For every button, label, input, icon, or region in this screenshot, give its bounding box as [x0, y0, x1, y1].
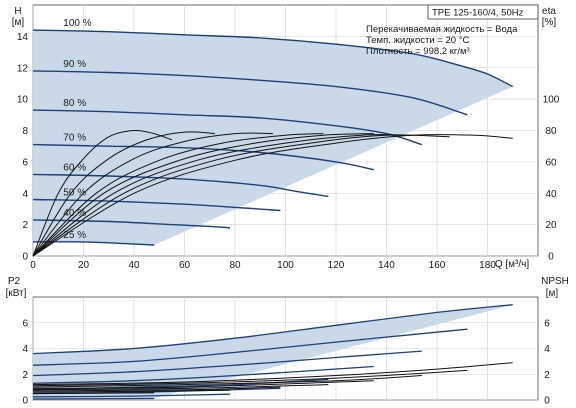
npsh-curve — [32, 375, 422, 388]
power-curve — [32, 328, 468, 366]
eta-axis-ticks: 0 20 40 60 80 100 — [543, 95, 560, 263]
power-operating-area — [33, 304, 513, 399]
npsh-curve — [32, 369, 468, 387]
npsh-axis-ticks: 0 2 4 6 — [544, 318, 550, 406]
flow-tick-label: 160 — [429, 260, 446, 271]
efficiency-curve — [32, 134, 450, 257]
npsh-tick-label: 2 — [544, 370, 550, 381]
npsh-curve — [32, 389, 231, 393]
efficiency-curve — [32, 133, 513, 257]
head-axis-unit: [м] — [12, 17, 25, 28]
title-box — [427, 4, 539, 20]
efficiency-curves — [32, 129, 513, 257]
npsh-curve — [32, 362, 513, 386]
eta-tick-label: 100 — [543, 95, 560, 106]
head-curve — [32, 109, 423, 146]
flow-tick-label: 120 — [328, 260, 345, 271]
head-curve — [32, 70, 468, 116]
efficiency-curve — [32, 133, 374, 257]
head-curve — [32, 198, 281, 212]
speed-label: 40 % — [63, 208, 86, 219]
npsh-curve — [32, 384, 329, 391]
power-curve — [32, 393, 231, 398]
speed-label: 100 % — [63, 18, 91, 29]
speed-label: 90 % — [63, 59, 86, 70]
flow-tick-label: 40 — [128, 260, 140, 271]
flow-tick-label: 140 — [378, 260, 395, 271]
power-curve — [32, 365, 374, 384]
chart-title: TPE 125-160/4, 50Hz — [432, 8, 524, 19]
npsh-curve — [32, 392, 155, 395]
eta-tick-label: 80 — [545, 126, 557, 137]
head-curve — [32, 219, 231, 229]
npsh-curves — [32, 362, 513, 395]
efficiency-curve — [32, 131, 215, 257]
flow-tick-label: 0 — [30, 260, 36, 271]
head-tick-label: 8 — [22, 126, 28, 137]
npsh-axis-unit: [м] — [546, 288, 559, 299]
npsh-tick-label: 4 — [544, 344, 550, 355]
head-tick-label: 4 — [22, 189, 28, 200]
eta-axis-label: eta — [542, 6, 556, 17]
head-axis-label: H — [14, 6, 21, 17]
efficiency-curve — [32, 132, 273, 257]
flow-tick-label: 80 — [229, 260, 241, 271]
head-tick-label: 6 — [22, 157, 28, 168]
speed-label: 70 % — [63, 133, 86, 144]
fluid-annotation: Перекачиваемая жидкость = Вода — [366, 24, 518, 35]
flow-tick-label: 20 — [78, 260, 90, 271]
head-tick-label: 10 — [17, 95, 29, 106]
head-tick-label: 12 — [17, 63, 29, 74]
density-annotation: Плотность = 998.2 кг/м³ — [366, 46, 470, 57]
head-curve — [32, 143, 375, 171]
head-tick-label: 2 — [22, 220, 28, 231]
head-axis-ticks: 0 2 4 6 8 10 12 14 — [17, 32, 29, 263]
head-curve — [32, 173, 329, 198]
power-tick-label: 2 — [22, 370, 28, 381]
head-curve — [32, 29, 514, 88]
flow-axis-label: Q [м³/ч] — [495, 259, 530, 270]
flow-axis-ticks: 0 20 40 60 80 100 120 140 160 180 — [30, 260, 496, 271]
power-axis-ticks: 0 2 4 6 — [22, 318, 28, 406]
power-npsh-panel: 0 2 4 6 0 2 4 6 P2 [кВт] NPSH [м] — [6, 276, 569, 407]
npsh-axis-label: NPSH — [541, 276, 569, 287]
efficiency-curve — [32, 133, 324, 257]
speed-label: 60 % — [63, 162, 86, 173]
power-curve — [32, 304, 513, 355]
speed-label: 50 % — [63, 188, 86, 199]
npsh-curve — [32, 380, 374, 389]
efficiency-curve — [32, 134, 412, 257]
speed-label: 25 % — [63, 230, 86, 241]
operating-area — [33, 30, 513, 245]
power-axis-label: P2 — [8, 276, 21, 287]
power-curve — [32, 350, 422, 377]
flow-tick-label: 100 — [277, 260, 294, 271]
npsh-tick-label: 0 — [544, 396, 550, 407]
npsh-curve — [32, 386, 281, 392]
head-tick-label: 14 — [17, 32, 29, 43]
power-tick-label: 6 — [22, 318, 28, 329]
head-tick-label: 0 — [22, 252, 28, 263]
temperature-annotation: Темп. жидкости = 20 °C — [366, 35, 469, 46]
head-curve — [32, 241, 155, 246]
npsh-tick-label: 6 — [544, 318, 550, 329]
power-axis-unit: [кВт] — [6, 288, 27, 299]
flow-tick-label: 60 — [179, 260, 191, 271]
eta-axis-unit: [%] — [542, 17, 557, 28]
flow-tick-label: 180 — [479, 260, 496, 271]
eta-tick-label: 60 — [545, 157, 557, 168]
power-tick-label: 4 — [22, 344, 28, 355]
speed-label: 80 % — [63, 98, 86, 109]
speed-labels: 100 % 90 % 80 % 70 % 60 % 50 % 40 % 25 % — [63, 18, 91, 241]
head-efficiency-panel: 100 % 90 % 80 % 70 % 60 % 50 % 40 % 25 % 0 2 4 6 8 1… — [12, 4, 560, 271]
head-curves — [32, 29, 514, 246]
eta-tick-label: 0 — [548, 252, 554, 263]
power-curve — [32, 397, 155, 400]
eta-tick-label: 20 — [545, 220, 557, 231]
power-tick-label: 0 — [22, 396, 28, 407]
efficiency-curve — [32, 129, 173, 257]
eta-tick-label: 40 — [545, 189, 557, 200]
